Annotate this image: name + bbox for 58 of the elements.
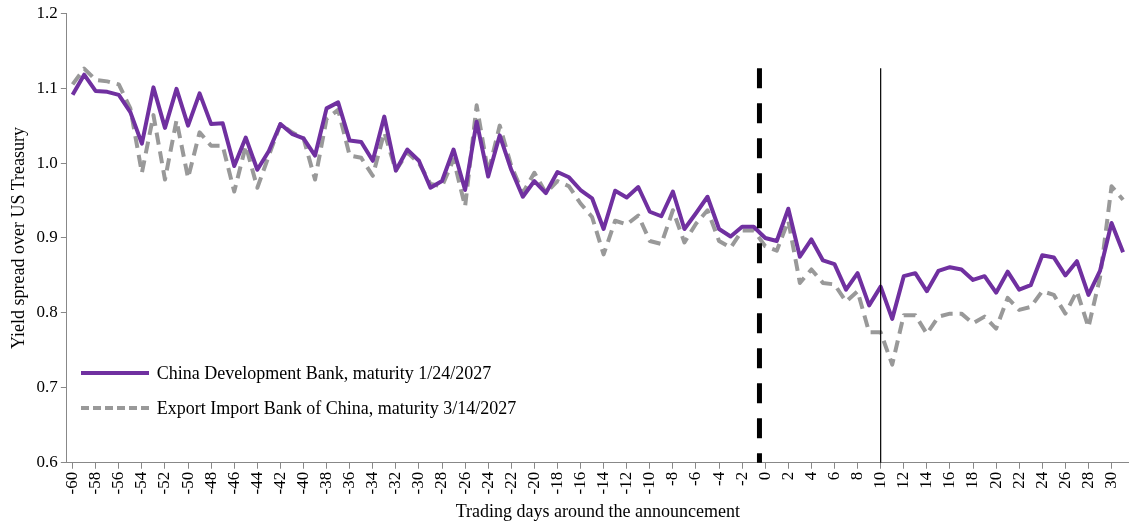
x-tick-label: -12 (616, 471, 636, 495)
x-tick-label: -26 (454, 471, 474, 495)
x-axis-title: Trading days around the announcement (455, 500, 740, 521)
x-tick-label: 14 (916, 471, 936, 489)
x-tick-label: 4 (800, 471, 820, 481)
y-tick-label: 0.9 (36, 227, 58, 247)
x-tick-label: -2 (731, 471, 751, 486)
y-tick-label: 0.8 (36, 302, 58, 322)
y-tick-label: 0.7 (36, 377, 59, 397)
x-tick-label: -50 (177, 471, 197, 495)
x-tick-label: 8 (847, 471, 867, 481)
y-tick-label: 1.1 (36, 77, 58, 97)
x-tick-label: 22 (1008, 471, 1028, 489)
x-tick-label: -14 (593, 471, 613, 495)
y-tick-label: 1.2 (36, 2, 58, 22)
x-tick-label: -16 (570, 471, 589, 495)
x-tick-label: -58 (85, 471, 105, 495)
x-tick-label: -36 (339, 471, 359, 495)
x-tick-label: -10 (639, 471, 659, 495)
x-tick-label: 20 (985, 471, 1005, 489)
x-tick-label: -48 (200, 471, 220, 495)
x-tick-label: 18 (962, 471, 982, 489)
x-tick-label: -52 (154, 471, 174, 495)
x-tick-label: -4 (708, 471, 728, 486)
x-tick-label: -6 (685, 471, 705, 486)
x-tick-label: 10 (870, 471, 890, 489)
x-tick-label: 24 (1031, 471, 1051, 489)
y-axis-title: Yield spread over US Treasury (7, 126, 28, 349)
x-tick-label: -8 (662, 471, 682, 486)
x-tick-label: -18 (546, 471, 566, 495)
x-tick-label: 26 (1054, 471, 1074, 489)
x-tick-label: -34 (362, 471, 382, 495)
x-tick-label: 28 (1077, 471, 1097, 489)
x-tick-label: -56 (108, 471, 128, 495)
x-tick-label: 6 (823, 471, 843, 481)
x-tick-label: -42 (269, 471, 289, 495)
x-tick-label: -46 (223, 471, 243, 495)
x-tick-label: -28 (431, 471, 451, 495)
x-tick-label: -54 (131, 471, 151, 495)
x-tick-label: 16 (939, 471, 959, 489)
x-tick-label: 12 (893, 471, 913, 489)
x-tick-label: -32 (385, 471, 405, 495)
x-tick-label: -24 (477, 471, 497, 495)
x-tick-label: -40 (292, 471, 312, 495)
x-tick-label: -30 (408, 471, 428, 495)
legend-label: Export Import Bank of China, maturity 3/14/2027 (156, 397, 517, 419)
y-tick-label: 0.6 (36, 452, 58, 472)
y-tick-label: 1.0 (36, 152, 58, 172)
x-tick-label: -44 (246, 471, 266, 495)
x-tick-label: -60 (62, 471, 82, 495)
x-tick-label: -38 (316, 471, 336, 495)
x-tick-label: 30 (1101, 471, 1120, 489)
legend-label: China Development Bank, maturity 1/24/2027 (156, 362, 492, 384)
x-tick-label: 0 (754, 471, 774, 481)
x-tick-label: -20 (523, 471, 543, 495)
x-tick-label: 2 (777, 471, 797, 481)
x-tick-label: -22 (500, 471, 520, 495)
line-series (70, 66, 1126, 367)
